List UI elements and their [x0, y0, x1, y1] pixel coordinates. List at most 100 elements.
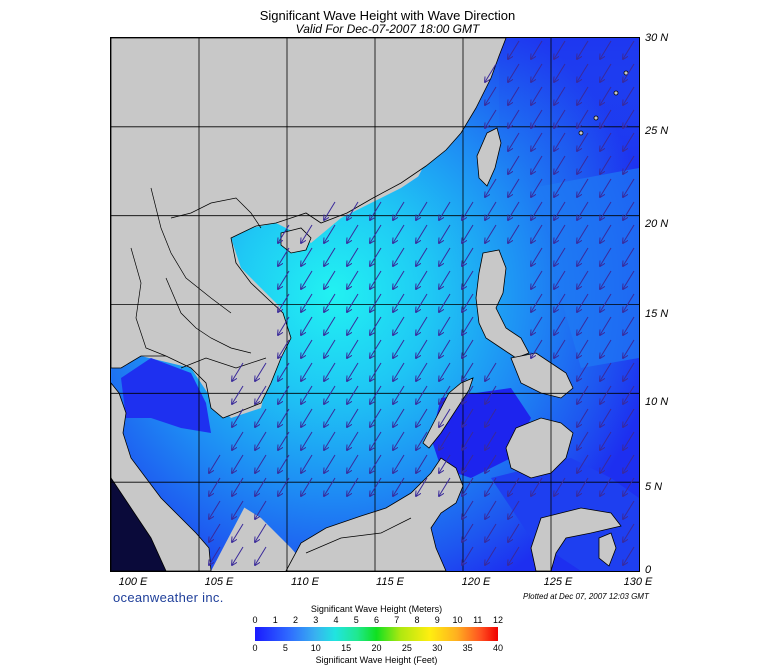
wave-direction-arrow [347, 224, 359, 243]
legend-feet-tick: 35 [462, 643, 473, 653]
land-sulawesi [530, 507, 622, 571]
wave-direction-arrow [416, 247, 428, 266]
wave-direction-arrow [370, 201, 382, 220]
wave-direction-arrow [278, 247, 290, 266]
wave-direction-arrow [416, 270, 428, 289]
wave-direction-arrow [324, 201, 336, 220]
wave-direction-arrow [600, 385, 612, 404]
wave-direction-arrow [301, 293, 313, 312]
wave-direction-arrow [577, 109, 589, 128]
lon-label-130: 130 E [623, 576, 653, 588]
wave-direction-arrow [554, 270, 566, 289]
wave-direction-arrow [554, 63, 566, 82]
wave-direction-arrow [600, 293, 612, 312]
land-hainan [280, 227, 312, 254]
wave-direction-arrow [623, 132, 635, 151]
wave-direction-arrow [393, 316, 405, 335]
wave-direction-arrow [278, 454, 290, 473]
wave-direction-arrow [255, 431, 267, 450]
wave-direction-arrow [600, 477, 612, 496]
wave-direction-arrow [439, 224, 451, 243]
wave-direction-arrow [554, 109, 566, 128]
wave-direction-arrow [347, 431, 359, 450]
wave-direction-arrow [485, 431, 497, 450]
wave-direction-arrow [278, 270, 290, 289]
wave-direction-arrow [623, 316, 635, 335]
wave-direction-arrow [347, 201, 359, 220]
lat-label-30: 30 N [645, 32, 669, 44]
wave-direction-arrow [623, 546, 635, 565]
wave-direction-arrow [462, 523, 474, 542]
legend-meters-tick: 0 [252, 615, 258, 625]
wave-direction-arrow [531, 270, 543, 289]
wave-direction-arrows [209, 40, 635, 565]
wave-direction-arrow [416, 454, 428, 473]
wave-direction-arrow [370, 293, 382, 312]
lon-label-100: 100 E [118, 576, 148, 588]
land-taiwan [476, 127, 502, 187]
legend-meters-tick: 7 [394, 615, 400, 625]
wave-direction-arrow [232, 385, 244, 404]
land-sumatra [111, 477, 167, 571]
wave-direction-arrow [301, 224, 313, 243]
wave-direction-arrow [531, 40, 543, 59]
wave-direction-arrow [278, 293, 290, 312]
legend-feet-title: Significant Wave Height (Feet) [315, 655, 438, 665]
wave-direction-arrow [531, 109, 543, 128]
wave-direction-arrow [577, 408, 589, 427]
wave-direction-arrow [232, 477, 244, 496]
plotted-timestamp: Plotted at Dec 07, 2007 12:03 GMT [523, 592, 649, 601]
wave-direction-arrow [623, 178, 635, 197]
wave-direction-arrow [439, 454, 451, 473]
wave-direction-arrow [623, 224, 635, 243]
wave-direction-arrow [462, 224, 474, 243]
wave-direction-arrow [508, 224, 520, 243]
wave-direction-arrow [301, 339, 313, 358]
wave-direction-arrow [255, 385, 267, 404]
wave-direction-arrow [485, 63, 497, 82]
wave-direction-arrow [485, 500, 497, 519]
wave-direction-arrow [531, 132, 543, 151]
wave-direction-arrow [577, 178, 589, 197]
wave-direction-arrow [347, 477, 359, 496]
wave-direction-arrow [278, 408, 290, 427]
wave-direction-arrow [623, 431, 635, 450]
wave-direction-arrow [370, 247, 382, 266]
wave-direction-arrow [577, 63, 589, 82]
wave-direction-arrow [485, 362, 497, 381]
wave-direction-arrow [393, 201, 405, 220]
legend-feet-tick: 5 [282, 643, 288, 653]
map-valid-time: Valid For Dec-07-2007 18:00 GMT [295, 22, 480, 36]
wave-direction-arrow [623, 454, 635, 473]
legend-feet-tick: 10 [310, 643, 321, 653]
wave-direction-arrow [324, 224, 336, 243]
wave-direction-arrow [416, 293, 428, 312]
wave-direction-arrow [439, 385, 451, 404]
wave-direction-arrow [370, 408, 382, 427]
wave-direction-arrow [600, 132, 612, 151]
wave-direction-arrow [531, 477, 543, 496]
wave-direction-arrow [623, 270, 635, 289]
wave-direction-arrow [370, 362, 382, 381]
wave-direction-arrow [324, 362, 336, 381]
wave-direction-arrow [370, 477, 382, 496]
legend-meters-tick: 1 [272, 615, 278, 625]
wave-direction-arrow [462, 339, 474, 358]
legend-feet-tick: 40 [492, 643, 504, 653]
wave-direction-arrow [255, 523, 267, 542]
wave-direction-arrow [347, 293, 359, 312]
wave-direction-arrow [301, 385, 313, 404]
wave-direction-arrow [324, 477, 336, 496]
lat-label-25: 25 N [645, 125, 669, 137]
wave-direction-arrow [416, 316, 428, 335]
wave-direction-arrow [370, 431, 382, 450]
wave-direction-arrow [370, 454, 382, 473]
wave-direction-arrow [600, 362, 612, 381]
wave-direction-arrow [508, 178, 520, 197]
wave-direction-arrow [623, 86, 635, 105]
wave-direction-arrow [255, 362, 267, 381]
wave-direction-arrow [577, 385, 589, 404]
wave-direction-arrow [439, 339, 451, 358]
wave-direction-arrow [623, 339, 635, 358]
